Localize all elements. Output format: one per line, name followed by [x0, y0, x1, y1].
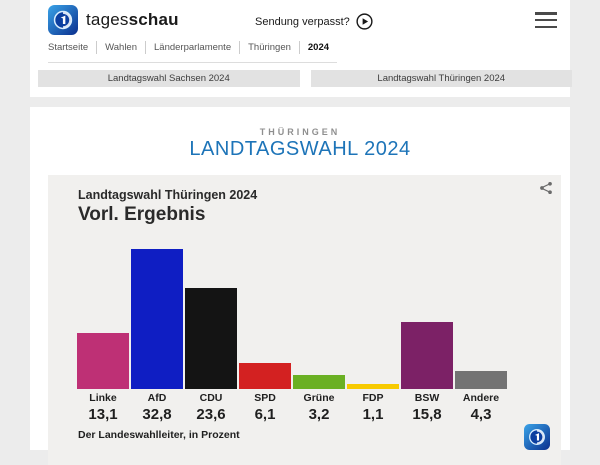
- party-label-linke: Linke: [89, 392, 117, 404]
- tagesschau-brand[interactable]: tagesschau: [48, 5, 179, 35]
- bar-chart-labels: Linke 13,1 AfD 32,8 CDU 23,6 SPD 6,1 Grüne 3,2 FDP…: [77, 392, 511, 423]
- tab-landtagswahl-sachsen[interactable]: Landtagswahl Sachsen 2024: [38, 70, 300, 87]
- breadcrumb-separator: [298, 41, 300, 54]
- party-value-grne: 3,2: [308, 406, 330, 423]
- bar-bsw: [401, 322, 453, 389]
- sendung-verpasst-label: Sendung verpasst?: [255, 15, 350, 28]
- breadcrumb-laenderparlamente[interactable]: Länderparlamente: [154, 42, 232, 53]
- breadcrumb-separator: [145, 41, 146, 54]
- brand-wordmark: tagesschau: [86, 10, 179, 29]
- menu-icon[interactable]: [535, 12, 557, 28]
- bar-spd: [239, 363, 291, 389]
- party-value-cdu: 23,6: [196, 406, 226, 423]
- bar-fdp: [347, 384, 399, 389]
- chart-kicker: Landtagswahl Thüringen 2024: [78, 188, 258, 202]
- party-value-afd: 32,8: [142, 406, 172, 423]
- breadcrumb-wahlen[interactable]: Wahlen: [105, 42, 137, 53]
- main-section: THÜRINGEN LANDTAGSWAHL 2024 Landtagswahl…: [30, 107, 570, 465]
- party-label-bsw: BSW: [414, 392, 440, 404]
- chart-source: Der Landeswahlleiter, in Prozent: [78, 429, 240, 441]
- breadcrumb-separator: [239, 41, 241, 54]
- breadcrumb-separator: [96, 41, 98, 54]
- party-label-afd: AfD: [147, 392, 167, 404]
- chart-title: Vorl. Ergebnis: [78, 204, 206, 225]
- share-icon[interactable]: [539, 181, 553, 195]
- bar-grne: [293, 375, 345, 389]
- breadcrumb: Startseite Wahlen Länderparlamente Thüri…: [48, 40, 338, 63]
- party-label-cdu: CDU: [199, 392, 223, 404]
- bar-andere: [455, 371, 507, 389]
- party-value-spd: 6,1: [254, 406, 276, 423]
- results-chart-card: Landtagswahl Thüringen 2024 Vorl. Ergebn…: [48, 175, 561, 465]
- play-icon: [356, 13, 373, 30]
- region-eyebrow: THÜRINGEN: [259, 127, 341, 137]
- breadcrumb-startseite[interactable]: Startseite: [48, 42, 89, 53]
- tab-landtagswahl-thueringen[interactable]: Landtagswahl Thüringen 2024: [310, 70, 572, 87]
- party-label-spd: SPD: [254, 392, 276, 404]
- bar-linke: [77, 333, 129, 389]
- party-label-fdp: FDP: [362, 392, 384, 404]
- election-tabs: Landtagswahl Sachsen 2024 Landtagswahl T…: [38, 70, 572, 87]
- party-value-bsw: 15,8: [412, 406, 442, 423]
- party-value-fdp: 1,1: [362, 406, 384, 423]
- sendung-verpasst-link[interactable]: Sendung verpasst?: [255, 13, 373, 30]
- bar-cdu: [185, 288, 237, 389]
- bar-chart: [77, 249, 511, 389]
- party-value-andere: 4,3: [470, 406, 492, 423]
- header-section: tagesschau Sendung verpasst? Startseite …: [30, 0, 572, 97]
- page-title: LANDTAGSWAHL 2024: [189, 138, 411, 160]
- tagesschau-logo-icon: [48, 5, 78, 35]
- tagesschau-watermark-icon: [524, 424, 550, 450]
- party-label-andere: Andere: [462, 392, 500, 404]
- party-label-grne: Grüne: [303, 392, 335, 404]
- breadcrumb-thueringen[interactable]: Thüringen: [248, 42, 291, 53]
- bar-afd: [131, 249, 183, 389]
- breadcrumb-2024[interactable]: 2024: [307, 42, 330, 53]
- party-value-linke: 13,1: [88, 406, 118, 423]
